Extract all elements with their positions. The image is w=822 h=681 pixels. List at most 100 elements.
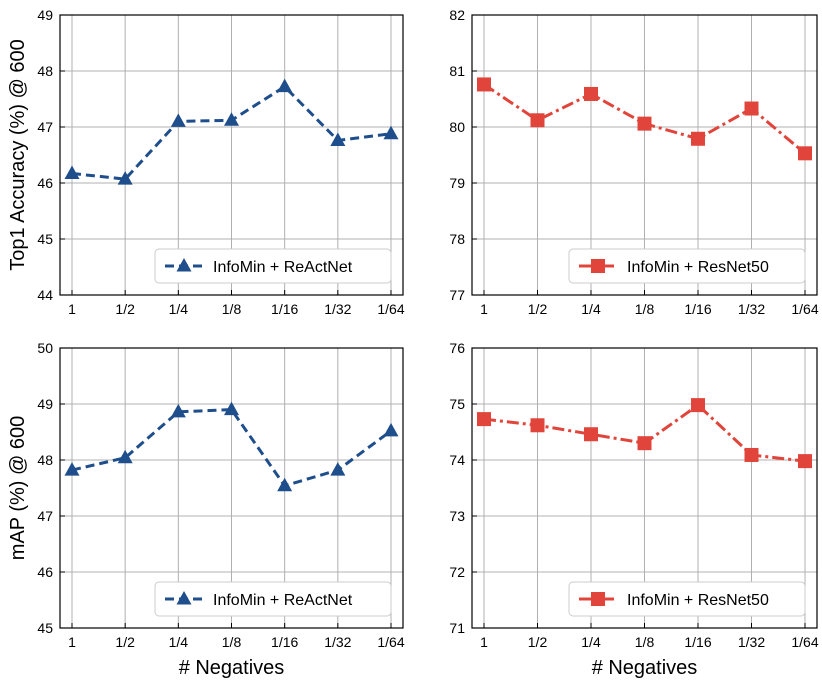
x-tick-label: 1/64 xyxy=(377,301,404,317)
data-point xyxy=(330,462,346,476)
y-tick-label: 47 xyxy=(37,508,53,524)
chart-panel-2: 1 1/2 1/4 1/8 1/16 1/32 1/64 77 78 79 80 81 82 InfoMi… xyxy=(449,7,818,317)
axes-frame xyxy=(59,347,404,629)
x-tick-label: 1/64 xyxy=(791,301,818,317)
legend: InfoMin + ResNet50 xyxy=(568,248,806,284)
x-tick-label: 1/2 xyxy=(528,634,548,650)
data-point xyxy=(691,398,705,413)
legend-box xyxy=(154,248,392,284)
legend-marker xyxy=(176,591,192,605)
data-point xyxy=(637,116,652,131)
y-tick-label: 82 xyxy=(449,7,465,23)
x-tick-label: 1 xyxy=(480,634,488,650)
data-point xyxy=(64,165,80,179)
x-tick-label: 1/4 xyxy=(581,634,601,650)
data-point xyxy=(477,77,491,92)
x-tick-label: 1/4 xyxy=(581,301,601,317)
legend-label: InfoMin + ResNet50 xyxy=(627,259,769,276)
y-tick-label: 73 xyxy=(449,508,465,524)
y-tick-label: 46 xyxy=(37,175,53,191)
x-tick-label: 1/64 xyxy=(791,634,818,650)
data-point xyxy=(744,101,759,116)
legend-box xyxy=(154,581,392,617)
data-point xyxy=(798,146,812,161)
x-tick-label: 1 xyxy=(480,301,488,317)
data-point xyxy=(584,427,598,442)
y-tick-label: 72 xyxy=(449,564,465,580)
legend-label: InfoMin + ReActNet xyxy=(213,592,353,609)
y-tick-label: 76 xyxy=(449,340,465,356)
data-point xyxy=(224,112,239,126)
data-point xyxy=(224,401,239,416)
y-tick-label: 45 xyxy=(37,620,53,636)
x-tick-label: 1/8 xyxy=(635,301,655,317)
y-tick-label: 47 xyxy=(37,119,53,135)
y-tick-label: 48 xyxy=(37,452,53,468)
y-tick-label: 44 xyxy=(37,287,53,303)
x-tick-label: 1/4 xyxy=(169,301,189,317)
chart-panel-1: 1 1/2 1/4 1/8 1/16 1/32 1/64 44 45 46 47 48 49 InfoMi… xyxy=(7,7,405,317)
x-tick-label: 1/64 xyxy=(377,634,404,650)
legend-marker xyxy=(176,258,192,272)
y-tick-label: 79 xyxy=(449,175,465,191)
x-tick-label: 1/4 xyxy=(169,634,189,650)
data-point xyxy=(691,131,705,146)
legend-box xyxy=(568,581,806,617)
y-tick-label: 46 xyxy=(37,564,53,580)
y-axis-label: mAP (%) @ 600 xyxy=(7,416,29,560)
data-point xyxy=(477,412,491,427)
data-point xyxy=(170,113,186,127)
x-tick-label: 1/32 xyxy=(324,634,351,650)
legend-label: InfoMin + ReActNet xyxy=(213,259,353,276)
x-tick-label: 1/16 xyxy=(271,301,298,317)
x-tick-label: 1/8 xyxy=(635,634,655,650)
data-point xyxy=(530,113,545,128)
legend: InfoMin + ReActNet xyxy=(154,248,392,284)
axes-frame xyxy=(59,14,404,296)
legend-box xyxy=(568,248,806,284)
y-tick-label: 49 xyxy=(37,396,53,412)
legend: InfoMin + ResNet50 xyxy=(568,581,806,617)
data-point xyxy=(277,477,293,492)
x-tick-label: 1/32 xyxy=(324,301,351,317)
data-point xyxy=(64,462,80,476)
x-tick-label: 1/16 xyxy=(271,634,298,650)
data-point xyxy=(530,418,545,433)
legend-marker xyxy=(591,259,605,273)
data-point xyxy=(798,454,812,469)
x-tick-label: 1/16 xyxy=(684,301,711,317)
y-tick-label: 48 xyxy=(37,63,53,79)
legend: InfoMin + ReActNet xyxy=(154,581,392,617)
y-tick-label: 78 xyxy=(449,231,465,247)
data-point xyxy=(117,171,133,185)
legend-label: InfoMin + ResNet50 xyxy=(627,592,769,609)
y-tick-label: 75 xyxy=(449,396,465,412)
y-tick-label: 80 xyxy=(449,119,465,135)
x-tick-label: 1 xyxy=(68,634,76,650)
x-tick-label: 1/8 xyxy=(222,301,242,317)
y-tick-label: 81 xyxy=(449,63,465,79)
axes-frame xyxy=(471,14,818,296)
x-axis-label: # Negatives xyxy=(179,657,285,679)
y-tick-label: 71 xyxy=(449,620,465,636)
x-tick-label: 1/32 xyxy=(738,301,765,317)
x-tick-label: 1/32 xyxy=(738,634,765,650)
data-point xyxy=(170,403,186,418)
legend-marker xyxy=(591,592,605,606)
y-tick-label: 77 xyxy=(449,287,465,303)
x-tick-label: 1/8 xyxy=(222,634,242,650)
chart-panel-3: 1 1/2 1/4 1/8 1/16 1/32 1/64 45 46 47 48 49 50 InfoMi… xyxy=(7,340,405,679)
y-tick-label: 49 xyxy=(37,7,53,23)
x-axis-label: # Negatives xyxy=(592,657,698,679)
data-point xyxy=(277,78,293,93)
y-tick-label: 74 xyxy=(449,452,465,468)
data-point xyxy=(383,125,399,140)
x-tick-label: 1/2 xyxy=(115,634,135,650)
x-tick-label: 1/2 xyxy=(528,301,548,317)
x-tick-label: 1/2 xyxy=(115,301,135,317)
x-tick-label: 1 xyxy=(68,301,76,317)
axes-frame xyxy=(471,347,818,629)
y-tick-label: 45 xyxy=(37,231,53,247)
chart-panel-4: 1 1/2 1/4 1/8 1/16 1/32 1/64 71 72 73 74 75 76 InfoMi… xyxy=(449,340,818,679)
